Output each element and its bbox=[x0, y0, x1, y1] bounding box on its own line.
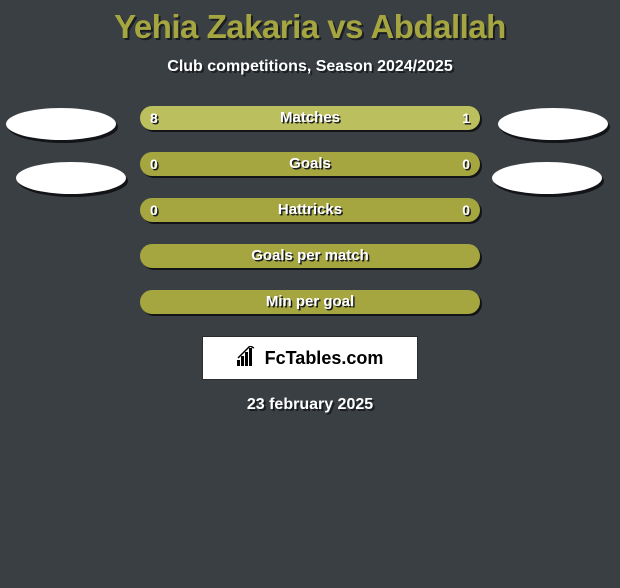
page-subtitle: Club competitions, Season 2024/2025 bbox=[0, 58, 620, 76]
stat-label: Hattricks bbox=[140, 198, 480, 222]
stat-label: Matches bbox=[140, 106, 480, 130]
stat-label: Goals bbox=[140, 152, 480, 176]
stat-label: Goals per match bbox=[140, 244, 480, 268]
page-title: Yehia Zakaria vs Abdallah bbox=[0, 8, 620, 46]
avatar bbox=[16, 162, 126, 194]
stat-bars: 8 Matches 1 0 Goals 0 0 Hattricks 0 Goal… bbox=[140, 106, 480, 314]
stat-row-goals: 0 Goals 0 bbox=[140, 152, 480, 176]
avatar bbox=[498, 108, 608, 140]
avatar bbox=[6, 108, 116, 140]
brand-box: FcTables.com bbox=[202, 336, 418, 380]
stat-value-right: 0 bbox=[462, 198, 470, 222]
stat-row-min-per-goal: Min per goal bbox=[140, 290, 480, 314]
stat-value-right: 1 bbox=[462, 106, 470, 130]
stat-label: Min per goal bbox=[140, 290, 480, 314]
chart-bar-icon bbox=[237, 346, 259, 371]
stat-row-matches: 8 Matches 1 bbox=[140, 106, 480, 130]
brand-text: FcTables.com bbox=[265, 348, 384, 369]
stat-value-right: 0 bbox=[462, 152, 470, 176]
date-text: 23 february 2025 bbox=[0, 396, 620, 414]
stat-row-hattricks: 0 Hattricks 0 bbox=[140, 198, 480, 222]
compare-area: 8 Matches 1 0 Goals 0 0 Hattricks 0 Goal… bbox=[0, 106, 620, 414]
stat-row-goals-per-match: Goals per match bbox=[140, 244, 480, 268]
avatar bbox=[492, 162, 602, 194]
